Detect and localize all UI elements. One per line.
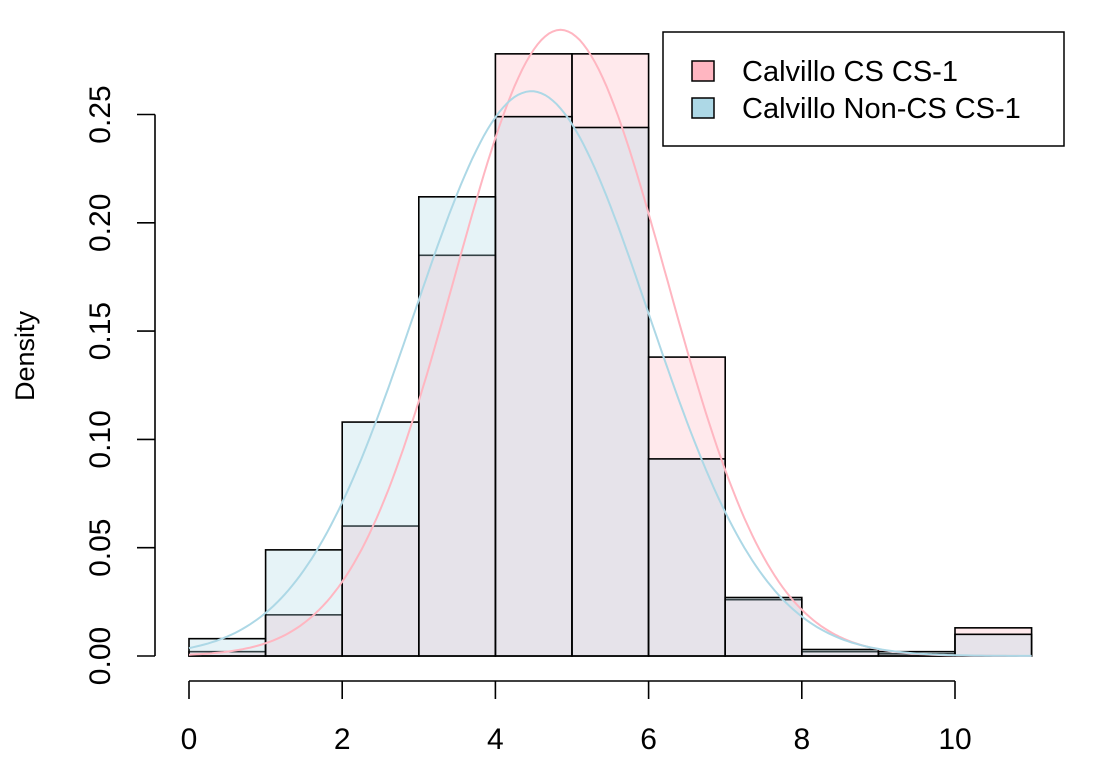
- histogram-bar-noncs-5: [571, 126, 650, 657]
- y-axis: 0.00 0.05 0.10 0.15 0.20 0.25: [84, 85, 156, 685]
- histogram-bar-noncs-3: [417, 196, 497, 657]
- x-tick-label: 10: [938, 723, 971, 756]
- y-tick-label: 0.25: [84, 85, 117, 143]
- legend: Calvillo CS CS-1 Calvillo Non-CS CS-1: [662, 31, 1065, 147]
- y-axis-title: Density: [10, 310, 40, 401]
- y-tick-label: 0.20: [84, 194, 117, 252]
- y-tick-label: 0.00: [84, 627, 117, 685]
- x-tick-label: 0: [181, 723, 198, 756]
- histogram-bar-noncs-4: [494, 115, 573, 657]
- legend-label-noncs: Calvillo Non-CS CS-1: [742, 93, 1021, 125]
- histogram-bar-cs-7: [724, 598, 803, 657]
- density-curves: [188, 28, 1032, 657]
- legend-box: [662, 31, 1065, 147]
- x-tick-label: 8: [793, 723, 810, 756]
- histogram-bar-noncs-7: [724, 596, 803, 657]
- legend-swatch-noncs: [691, 97, 715, 119]
- histogram-bar-noncs-8: [800, 648, 880, 657]
- legend-swatch-cs: [691, 60, 715, 82]
- bars-layer: [188, 53, 1033, 657]
- x-tick-label: 4: [487, 723, 504, 756]
- density-curve-noncs: [188, 90, 1032, 657]
- x-axis: 0 2 4 6 8 10: [181, 680, 972, 756]
- y-tick-label: 0.15: [84, 302, 117, 360]
- histogram-bar-cs-5: [571, 53, 650, 657]
- x-tick-label: 2: [334, 723, 351, 756]
- legend-label-cs: Calvillo CS CS-1: [742, 56, 958, 88]
- x-tick-label: 6: [640, 723, 657, 756]
- histogram-bar-noncs-10: [954, 633, 1033, 657]
- histogram-bar-noncs-2: [341, 421, 420, 657]
- histogram-bar-cs-6: [647, 356, 726, 657]
- histogram-bar-noncs-6: [647, 458, 726, 657]
- y-tick-label: 0.05: [84, 519, 117, 577]
- y-tick-label: 0.10: [84, 410, 117, 468]
